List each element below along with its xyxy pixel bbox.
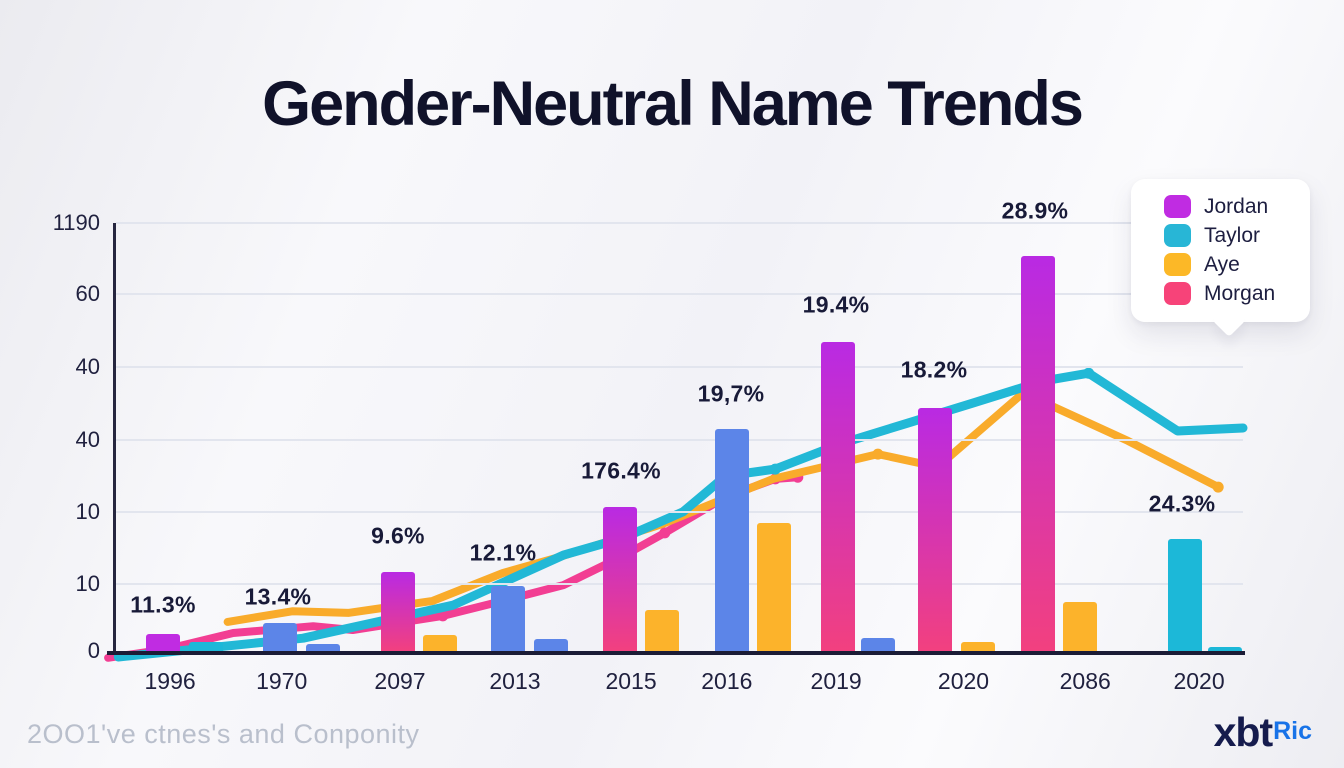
legend-swatch-taylor: [1164, 224, 1191, 247]
bar: [1063, 602, 1098, 651]
aye-line-marker: [1212, 481, 1224, 493]
x-axis-tick-label: 2020: [937, 668, 990, 694]
gridline: [116, 222, 1243, 224]
y-axis-tick-label: 10: [75, 571, 100, 597]
x-axis-tick-label: 2086: [1059, 668, 1111, 694]
x-axis-tick-label: 1970: [256, 668, 308, 694]
bar: [422, 635, 458, 651]
x-axis-tick-label: 1996: [144, 668, 196, 694]
x-axis-tick-label: 2015: [605, 668, 657, 694]
bar: [1020, 255, 1055, 651]
legend-swatch-morgan: [1164, 282, 1191, 305]
bar: [189, 642, 224, 651]
gridline: [116, 438, 1243, 441]
morgan-line-marker: [437, 610, 449, 622]
bar: [1168, 538, 1203, 651]
gridline: [116, 293, 1243, 295]
bar: [860, 638, 895, 651]
chart-title: Gender-Neutral Name Trends: [262, 69, 1084, 139]
x-axis-tick-label: 2019: [810, 668, 862, 694]
value-label: 19,7%: [697, 380, 765, 407]
brand-logo-main: xbt: [1213, 709, 1273, 755]
plot-area: 1190 60 40 40 10 10 0 1996 1970 2097 2013 2015 2016 2…: [53, 198, 1248, 694]
value-label: 11.3%: [130, 591, 196, 618]
legend-swatch-jordan: [1164, 195, 1191, 218]
y-axis-tick-label: 1190: [52, 210, 100, 235]
value-label: 24.3%: [1148, 490, 1216, 517]
x-axis-tick-label: 2016: [701, 668, 753, 694]
value-label: 18.2%: [900, 356, 968, 383]
bar: [534, 639, 569, 651]
aye-line-marker: [872, 448, 884, 460]
footer-caption: 2OO1've ctnes's and Conponity: [27, 719, 420, 749]
value-label: 176.4%: [581, 457, 661, 484]
bar: [490, 585, 525, 651]
y-axis-tick-label: 0: [87, 638, 100, 663]
taylor-line-marker: [1083, 367, 1095, 379]
x-axis-tick-label: 2020: [1173, 668, 1225, 694]
legend-item: Morgan: [1164, 279, 1310, 308]
legend-label: Taylor: [1204, 223, 1261, 247]
bar: [306, 644, 341, 651]
legend-item: Aye: [1164, 250, 1310, 279]
y-axis-tick-label: 10: [75, 498, 100, 524]
y-axis-tick-label: 60: [75, 281, 100, 306]
value-label: 13.4%: [244, 583, 312, 610]
value-label: 9.6%: [371, 522, 425, 549]
legend-label: Jordan: [1204, 194, 1269, 218]
bar: [602, 507, 637, 651]
legend-label: Morgan: [1204, 281, 1276, 305]
bar: [380, 571, 415, 651]
gridline: [116, 365, 1243, 368]
legend-item: Jordan: [1164, 192, 1310, 221]
bar: [715, 428, 750, 651]
x-axis-line: [107, 651, 1245, 655]
x-axis-tick-label: 2097: [374, 668, 426, 694]
value-label: 12.1%: [469, 539, 537, 566]
bar: [262, 623, 297, 651]
bar: [1207, 647, 1242, 651]
legend-label: Aye: [1204, 252, 1240, 276]
legend-swatch-aye: [1164, 253, 1191, 276]
x-axis-tick-label: 2013: [489, 668, 541, 694]
bar: [961, 642, 996, 651]
bar: [645, 609, 680, 651]
value-label: 28.9%: [1001, 197, 1069, 224]
taylor-line-marker: [769, 463, 781, 475]
legend: Jordan Taylor Aye Morgan: [1131, 179, 1310, 337]
y-axis-tick-label: 40: [75, 353, 100, 379]
brand-logo: xbtRic: [1214, 709, 1312, 756]
brand-logo-accent: Ric: [1273, 717, 1312, 745]
gridline: [116, 583, 1243, 586]
morgan-line-marker: [659, 527, 671, 539]
bar: [917, 407, 952, 651]
y-axis-tick-label: 40: [75, 426, 100, 452]
legend-item: Taylor: [1164, 221, 1310, 250]
bar: [757, 523, 792, 651]
legend-items: Jordan Taylor Aye Morgan: [1164, 192, 1310, 308]
gridline: [116, 510, 1243, 513]
bar: [821, 341, 856, 651]
bar: [145, 633, 180, 651]
value-label: 19.4%: [802, 291, 870, 318]
